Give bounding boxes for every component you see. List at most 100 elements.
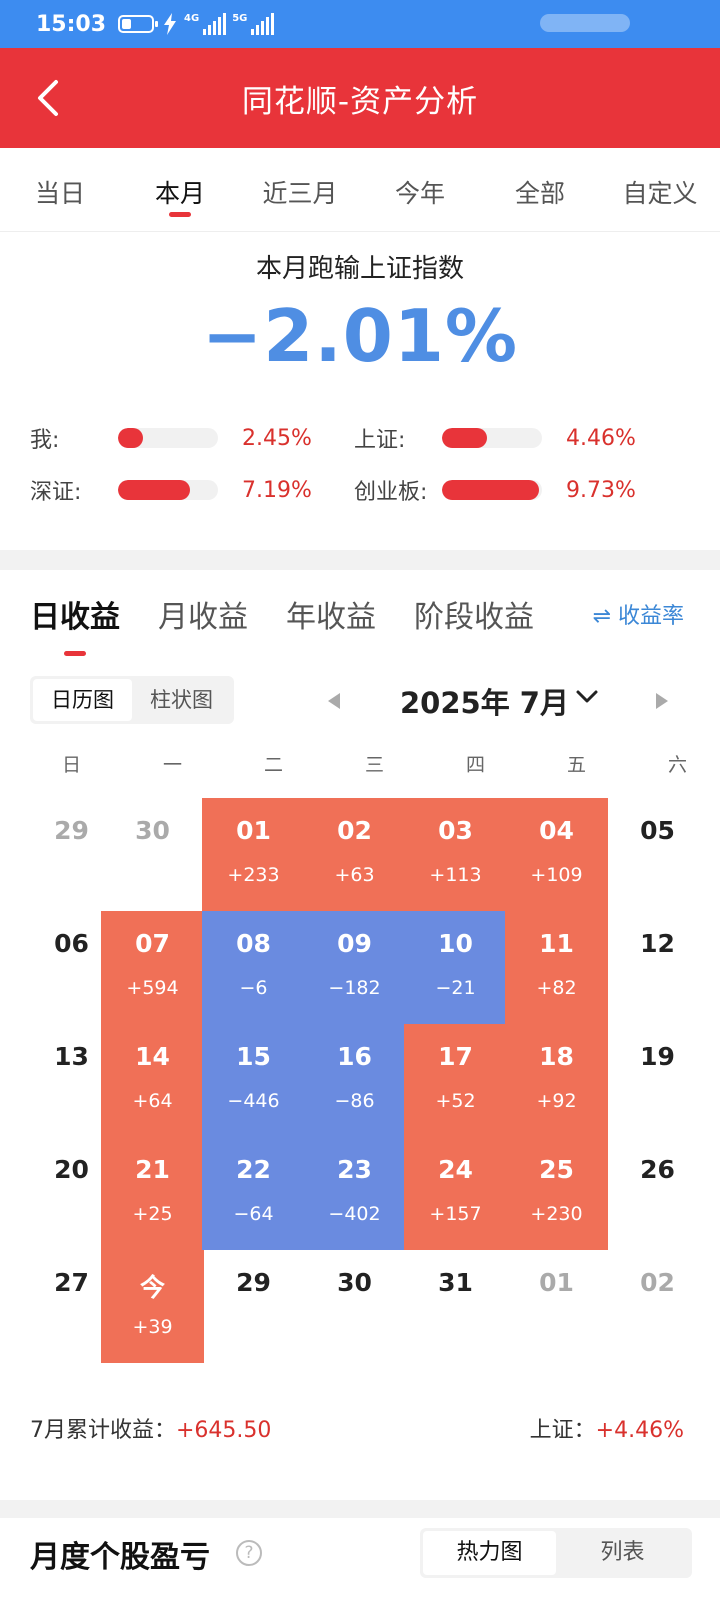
month-label[interactable]: 2025年 7月 — [400, 686, 569, 720]
compare-bar-fill — [442, 480, 540, 500]
help-icon[interactable]: ? — [236, 1540, 262, 1566]
next-month-icon[interactable] — [656, 693, 668, 709]
shanghai-index-label: 上证： — [529, 1418, 596, 1443]
compare-item-shenzhen: 深证: 7.19% — [30, 470, 312, 510]
calendar-day-cell[interactable]: 04 +109 — [505, 798, 608, 911]
blurred-watermark — [540, 14, 630, 32]
calendar-day-number: 02 — [640, 1268, 675, 1297]
calendar-day-cell[interactable]: 22 −64 — [202, 1137, 305, 1250]
calendar-day-cell[interactable]: 14 +64 — [101, 1024, 204, 1137]
calendar-day-cell[interactable]: 15 −446 — [202, 1024, 305, 1137]
app-header: 同花顺-资产分析 — [0, 48, 720, 148]
tab-stage-income[interactable]: 阶段收益 — [414, 600, 534, 635]
weekday-label: 五 — [566, 754, 586, 776]
compare-label: 深证: — [30, 480, 82, 505]
tab-this-year[interactable]: 今年 — [394, 179, 445, 208]
calendar-day-cell: 06 — [20, 911, 123, 1024]
tab-all[interactable]: 全部 — [514, 179, 565, 208]
calendar-day-pnl: +157 — [429, 1203, 482, 1225]
calendar-day-pnl: +39 — [132, 1316, 173, 1338]
list-view-button[interactable]: 列表 — [600, 1540, 645, 1565]
calendar-day-number: 16 — [337, 1042, 372, 1071]
calendar-day-cell[interactable]: 17 +52 — [404, 1024, 507, 1137]
calendar-day-number: 01 — [539, 1268, 574, 1297]
calendar-day-cell[interactable]: 18 +92 — [505, 1024, 608, 1137]
calendar-day-cell[interactable]: 24 +157 — [404, 1137, 507, 1250]
calendar-day-pnl: +25 — [132, 1203, 173, 1225]
tab-daily-income[interactable]: 日收益 — [30, 592, 120, 656]
calendar-day-number: 03 — [438, 816, 473, 845]
calendar-day-pnl: +64 — [132, 1090, 173, 1112]
compare-row: 深证: 7.19% 创业板: 9.73% — [0, 470, 720, 510]
month-navigator: 2025年 7月 — [320, 676, 680, 724]
calendar-day-cell[interactable]: 16 −86 — [303, 1024, 406, 1137]
compare-bar — [118, 480, 218, 500]
calendar-day-cell[interactable]: 10 −21 — [404, 911, 507, 1024]
calendar-day-number: 07 — [135, 929, 170, 958]
calendar-day-number: 18 — [539, 1042, 574, 1071]
weekday-label: 日 — [61, 754, 81, 776]
compare-row: 我: 2.45% 上证: 4.46% — [0, 418, 720, 458]
calendar-day-cell[interactable]: 01 +233 — [202, 798, 305, 911]
weekday-label: 四 — [465, 754, 485, 776]
calendar-day-number: 27 — [54, 1268, 89, 1297]
calendar-day-number: 26 — [640, 1155, 675, 1184]
calendar-day-number: 19 — [640, 1042, 675, 1071]
income-section: 日收益 月收益 年收益 阶段收益 ⇌ 收益率 日历图 柱状图 2025年 7月 … — [0, 570, 720, 1500]
tab-this-month[interactable]: 本月 — [120, 148, 240, 231]
calendar-day-pnl: +109 — [530, 864, 583, 886]
chevron-down-icon[interactable] — [572, 682, 602, 712]
weekday-label: 六 — [667, 754, 687, 776]
period-tabs: 当日 本月 近三月 今年 全部 自定义 — [0, 148, 720, 232]
view-toggle: 日历图 柱状图 — [30, 676, 234, 724]
calendar-day-cell[interactable]: 09 −182 — [303, 911, 406, 1024]
tab-today[interactable]: 当日 — [34, 179, 85, 208]
network-5g-label: 5G — [232, 13, 248, 24]
calendar-day-pnl: −182 — [328, 977, 381, 999]
calendar-day-cell: 02 — [606, 1250, 709, 1363]
tab-three-months[interactable]: 近三月 — [262, 179, 338, 208]
charging-icon — [164, 13, 177, 35]
calendar-view-button[interactable]: 日历图 — [33, 679, 132, 721]
tab-yearly-income[interactable]: 年收益 — [286, 600, 376, 635]
status-time: 15:03 — [36, 11, 107, 37]
back-arrow-icon[interactable] — [30, 78, 70, 118]
calendar-day-pnl: +594 — [126, 977, 179, 999]
calendar-day-cell[interactable]: 21 +25 — [101, 1137, 204, 1250]
calendar-day-number: 02 — [337, 816, 372, 845]
calendar-day-number: 30 — [337, 1268, 372, 1297]
tab-monthly-income[interactable]: 月收益 — [158, 600, 248, 635]
calendar-day-cell[interactable]: 25 +230 — [505, 1137, 608, 1250]
compare-label: 上证: — [354, 428, 406, 453]
calendar-day-number: 11 — [539, 929, 574, 958]
calendar-day-cell[interactable]: 今 +39 — [101, 1250, 204, 1363]
bar-chart-view-button[interactable]: 柱状图 — [150, 688, 213, 712]
calendar-day-number: 30 — [135, 816, 170, 845]
calendar-day-pnl: −21 — [435, 977, 476, 999]
calendar-day-pnl: −446 — [227, 1090, 280, 1112]
calendar-day-number: 09 — [337, 929, 372, 958]
calendar-day-cell: 29 — [202, 1250, 305, 1363]
calendar-day-number: 29 — [54, 816, 89, 845]
calendar-day-cell[interactable]: 02 +63 — [303, 798, 406, 911]
return-rate-toggle-button[interactable]: ⇌ 收益率 — [592, 604, 684, 629]
calendar-day-cell: 26 — [606, 1137, 709, 1250]
compare-bar — [442, 480, 542, 500]
calendar-day-cell[interactable]: 03 +113 — [404, 798, 507, 911]
calendar-day-pnl: +63 — [334, 864, 375, 886]
tab-custom[interactable]: 自定义 — [622, 179, 698, 208]
calendar-day-cell[interactable]: 11 +82 — [505, 911, 608, 1024]
calendar-day-cell[interactable]: 23 −402 — [303, 1137, 406, 1250]
income-tabs: 日收益 月收益 年收益 阶段收益 — [30, 592, 534, 656]
calendar-day-number: 今 — [139, 1273, 165, 1302]
weekday-header: 日一二三四五六 — [0, 750, 720, 780]
calendar-day-cell[interactable]: 08 −6 — [202, 911, 305, 1024]
cumulative-income-value: +645.50 — [176, 1418, 272, 1443]
calendar-day-cell: 30 — [101, 798, 204, 911]
calendar-day-number: 08 — [236, 929, 271, 958]
heatmap-view-button[interactable]: 热力图 — [423, 1531, 556, 1575]
calendar-day-cell[interactable]: 07 +594 — [101, 911, 204, 1024]
prev-month-icon[interactable] — [328, 693, 340, 709]
compare-value: 7.19% — [242, 477, 312, 503]
calendar-day-cell: 13 — [20, 1024, 123, 1137]
